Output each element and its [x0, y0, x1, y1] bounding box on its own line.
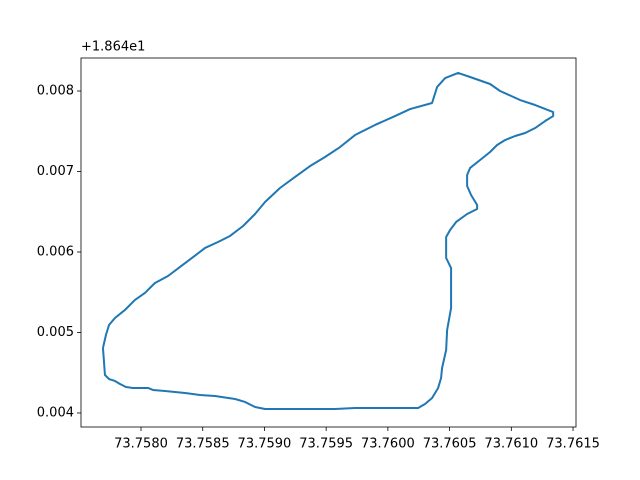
x-tick-label: 73.7615	[546, 437, 600, 452]
x-tick-label: 73.7585	[176, 437, 230, 452]
x-tick-label: 73.7580	[114, 437, 168, 452]
y-tick-label: 0.005	[37, 325, 74, 340]
y-tick-label: 0.006	[37, 244, 74, 259]
y-tick-label: 0.007	[37, 164, 74, 179]
x-tick-label: 73.7600	[361, 437, 415, 452]
axes-frame	[80, 57, 577, 428]
x-tick-label: 73.7590	[238, 437, 292, 452]
x-tick-label: 73.7595	[299, 437, 353, 452]
x-tick-label: 73.7605	[423, 437, 477, 452]
line	[101, 71, 555, 410]
y-tick-label: 0.004	[37, 405, 74, 420]
y-tick-label: 0.008	[37, 84, 74, 99]
offset-label: +1.864e1	[81, 40, 145, 55]
x-tick-label: 73.7610	[484, 437, 538, 452]
